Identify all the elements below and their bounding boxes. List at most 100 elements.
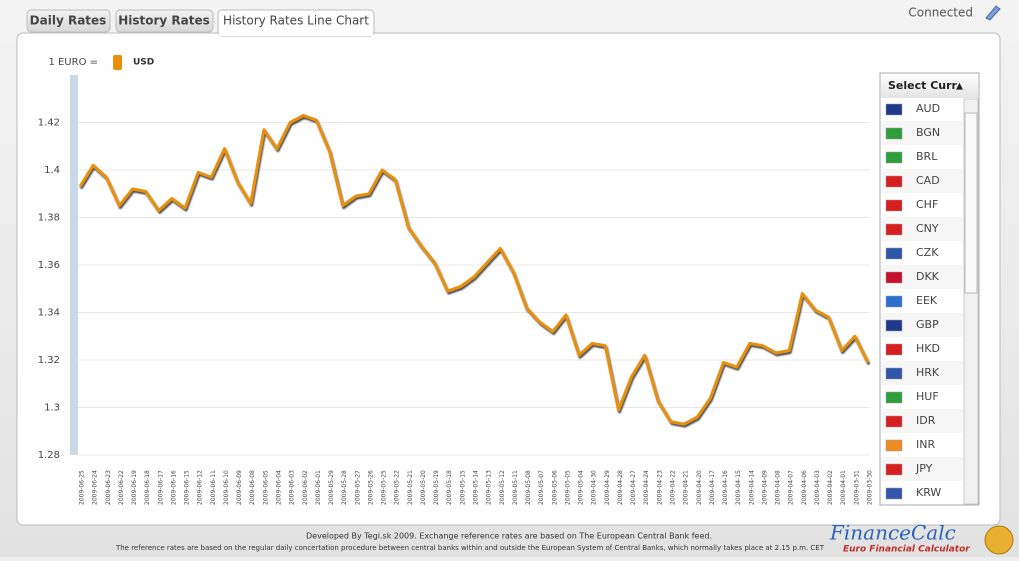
currency-option[interactable]: DKK <box>916 270 940 283</box>
x-tick-label: 2009-04-21 <box>683 470 690 505</box>
currency-option[interactable]: JPY <box>915 462 933 475</box>
sort-arrow[interactable]: ▲ <box>956 82 963 92</box>
x-tick-label: 2009-05-04 <box>578 470 585 505</box>
currency-option[interactable]: CAD <box>916 174 940 187</box>
select-header-label[interactable]: Select Curr <box>888 79 958 92</box>
flag <box>885 151 903 164</box>
flag <box>885 463 903 476</box>
x-tick-label: 2009-05-18 <box>446 470 453 505</box>
x-tick-label: 2009-06-02 <box>302 470 309 505</box>
x-tick-label: 2009-04-09 <box>761 470 768 505</box>
currency-option[interactable]: BRL <box>916 150 938 163</box>
line <box>78 113 870 426</box>
select-header[interactable] <box>881 74 978 98</box>
x-tick-label: 2009-04-15 <box>735 470 742 505</box>
tab[interactable] <box>115 9 214 33</box>
x-tick-label: 2009-04-07 <box>788 470 795 505</box>
x-tick-label: 2009-05-29 <box>328 470 335 505</box>
logo-coins <box>984 525 1014 555</box>
x-tick-label: 2009-05-22 <box>394 470 401 505</box>
x-tick-label: 2009-06-09 <box>236 470 243 505</box>
tab[interactable] <box>26 9 111 33</box>
currency-option[interactable]: HUF <box>916 390 939 403</box>
x-tick-label: 2009-04-23 <box>656 470 663 505</box>
status: Connected <box>908 6 973 20</box>
x-tick-label: 2009-04-03 <box>814 470 821 505</box>
x-tick-label: 2009-04-20 <box>696 470 703 505</box>
flag <box>885 103 903 116</box>
flag <box>885 367 903 380</box>
x-tick-label: 2009-05-12 <box>499 470 506 505</box>
x-tick-label: 2009-05-14 <box>473 470 480 505</box>
x-tick-label: 2009-05-21 <box>407 470 414 505</box>
flag <box>885 247 903 260</box>
x-tick-label: 2009-05-19 <box>433 470 440 505</box>
currency-option[interactable]: AUD <box>916 102 940 115</box>
legend-label: 1 EURO = <box>48 57 98 68</box>
x-tick-label: 2009-04-24 <box>643 470 650 505</box>
currency-option[interactable]: HRK <box>916 366 940 379</box>
x-tick-label: 2009-04-08 <box>775 470 782 505</box>
scroll-thumb[interactable] <box>964 112 978 294</box>
x-tick-label: 2009-06-01 <box>315 470 322 505</box>
x-tick-label: 2009-05-25 <box>381 470 388 505</box>
x-tick-label: 2009-04-30 <box>591 470 598 505</box>
currency-option[interactable]: CHF <box>916 198 938 211</box>
x-tick-label: 2009-06-23 <box>105 470 112 505</box>
currency-option[interactable]: BGN <box>916 126 940 139</box>
x-tick-label: 2009-04-28 <box>617 470 624 505</box>
flag <box>885 319 903 332</box>
flag <box>885 199 903 212</box>
flag <box>885 439 903 452</box>
currency-option[interactable]: KRW <box>916 486 941 499</box>
logo: FinanceCalc <box>829 521 956 545</box>
flag <box>885 391 903 404</box>
x-tick-label: 2009-04-17 <box>709 470 716 505</box>
x-tick-label: 2009-06-19 <box>131 470 138 505</box>
legend-swatch <box>113 55 122 70</box>
axis-bar <box>70 75 78 455</box>
tab-join <box>219 30 373 36</box>
y-tick-label: 1.34 <box>38 308 60 319</box>
currency-option[interactable]: CZK <box>916 246 939 259</box>
x-tick-label: 2009-04-22 <box>670 470 677 505</box>
x-tick-label: 2009-03-31 <box>853 470 860 505</box>
x-tick-label: 2009-03-30 <box>867 470 874 505</box>
x-tick-label: 2009-05-15 <box>459 470 466 505</box>
y-tick-label: 1.4 <box>44 165 60 176</box>
footer-line: Developed By Tegi.sk 2009. Exchange refe… <box>306 532 712 541</box>
currency-option[interactable]: EEK <box>916 294 938 307</box>
tab-label[interactable]: History Rates <box>118 14 210 28</box>
flag <box>885 271 903 284</box>
x-tick-label: 2009-06-03 <box>289 470 296 505</box>
flag <box>885 175 903 188</box>
y-tick-label: 1.28 <box>38 450 60 461</box>
tab-label[interactable]: Daily Rates <box>30 14 107 28</box>
flag <box>885 223 903 236</box>
x-tick-label: 2009-04-14 <box>748 470 755 505</box>
currency-option[interactable]: IDR <box>916 414 936 427</box>
x-tick-label: 2009-05-05 <box>564 470 571 505</box>
x-tick-label: 2009-04-27 <box>630 470 637 505</box>
x-tick-label: 2009-06-25 <box>79 470 86 505</box>
x-tick-label: 2009-06-08 <box>249 470 256 505</box>
flag <box>885 127 903 140</box>
currency-option[interactable]: CNY <box>916 222 939 235</box>
flag <box>885 343 903 356</box>
legend-entry: USD <box>133 58 154 68</box>
y-tick-label: 1.36 <box>38 260 60 271</box>
tab-label[interactable]: History Rates Line Chart <box>223 14 369 28</box>
x-tick-label: 2009-06-05 <box>262 470 269 505</box>
x-tick-label: 2009-06-16 <box>170 470 177 505</box>
currency-option[interactable]: GBP <box>916 318 939 331</box>
x-tick-label: 2009-04-16 <box>722 470 729 505</box>
x-tick-label: 2009-04-29 <box>604 470 611 505</box>
panel <box>16 32 1001 526</box>
x-tick-label: 2009-05-27 <box>354 470 361 505</box>
flag <box>885 415 903 428</box>
currency-option[interactable]: INR <box>916 438 935 451</box>
x-tick-label: 2009-06-15 <box>184 470 191 505</box>
currency-option[interactable]: HKD <box>916 342 940 355</box>
x-tick-label: 2009-04-06 <box>801 470 808 505</box>
